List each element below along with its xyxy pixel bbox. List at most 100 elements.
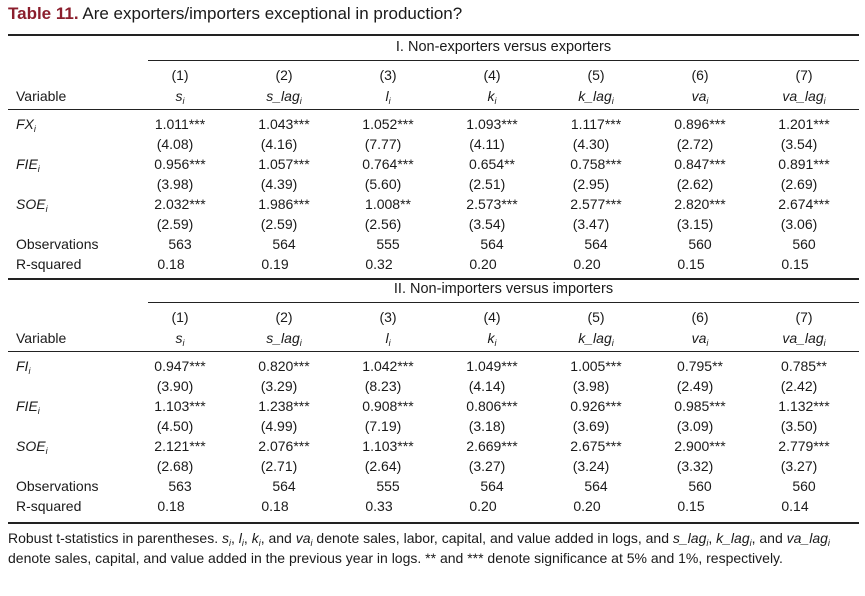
rsquared-value: 0.32: [365, 256, 393, 272]
coefficient: 1.201***: [778, 116, 830, 132]
top-rule: [8, 34, 859, 36]
column-variable: li: [333, 329, 443, 348]
t-statistic: (4.14): [468, 378, 506, 394]
column-variable-base: s: [175, 330, 183, 346]
column-variable: vai: [645, 329, 755, 348]
coefficient: 2.779***: [778, 438, 830, 454]
column-number: (7): [795, 309, 813, 325]
coefficient: 0.758***: [570, 156, 622, 172]
row-variable-subscript: i: [37, 406, 40, 416]
note-var: va_lag: [786, 530, 828, 546]
coefficient: 0.896***: [674, 116, 726, 132]
coefficient: 1.049***: [466, 358, 518, 374]
panel-heading-rule: [148, 302, 859, 303]
column-variable-subscript: i: [823, 338, 826, 348]
bottom-rule: [8, 522, 859, 524]
column-variable-base: k: [487, 88, 495, 104]
note-sub: i: [241, 538, 244, 548]
coefficient: 2.669***: [466, 438, 518, 454]
t-statistic: (5.60): [364, 176, 402, 192]
row-variable-subscript: i: [37, 164, 40, 174]
column-variable-base: va: [691, 330, 707, 346]
column-variable: k_lagi: [541, 329, 651, 348]
note-text: denote sales, labor, capital, and value …: [312, 530, 673, 546]
panel-separator-rule: [8, 278, 859, 280]
t-statistic: (3.09): [676, 418, 714, 434]
row-variable: FIEi: [16, 397, 40, 416]
coefficient: 1.008**: [365, 196, 411, 212]
note-text: ,: [231, 530, 239, 546]
column-variable: ki: [437, 329, 547, 348]
rsquared-value: 0.20: [573, 498, 601, 514]
column-variable-subscript: i: [182, 96, 185, 106]
observations-value: 555: [376, 236, 400, 252]
coefficient: 1.093***: [466, 116, 518, 132]
note-sub: i: [229, 538, 231, 548]
t-statistic: (2.68): [156, 458, 194, 474]
t-statistic: (3.90): [156, 378, 194, 394]
t-statistic: (4.30): [572, 136, 610, 152]
observations-value: 564: [272, 478, 296, 494]
table-note: Robust t-statistics in parentheses. si, …: [8, 530, 830, 566]
t-statistic: (3.32): [676, 458, 714, 474]
column-variable: va_lagi: [749, 87, 859, 106]
coefficient: 1.103***: [362, 438, 414, 454]
coefficient: 1.132***: [778, 398, 830, 414]
coefficient: 0.956***: [154, 156, 206, 172]
panel-heading-rule: [148, 60, 859, 61]
column-variable: si: [125, 87, 235, 106]
row-variable-base: FIE: [16, 156, 38, 172]
variable-header: Variable: [16, 330, 67, 346]
observations-label: Observations: [16, 478, 99, 494]
t-statistic: (8.23): [364, 378, 402, 394]
t-statistic: (2.62): [676, 176, 714, 192]
column-variable-base: s_lag: [266, 88, 300, 104]
t-statistic: (3.50): [780, 418, 818, 434]
column-number: (4): [483, 67, 501, 83]
column-variable-subscript: i: [299, 338, 302, 348]
column-variable-subscript: i: [388, 96, 391, 106]
t-statistic: (3.24): [572, 458, 610, 474]
column-variable-base: l: [385, 88, 389, 104]
coefficient: 0.891***: [778, 156, 830, 172]
coefficient: 1.005***: [570, 358, 622, 374]
coefficient: 2.675***: [570, 438, 622, 454]
rsquared-label: R-squared: [16, 498, 82, 514]
t-statistic: (2.56): [364, 216, 402, 232]
coefficient: 0.795**: [677, 358, 723, 374]
t-statistic: (3.98): [156, 176, 194, 192]
row-variable: FIi: [16, 357, 30, 376]
panel-heading: II. Non-importers versus importers: [393, 281, 614, 297]
t-statistic: (2.51): [468, 176, 506, 192]
row-variable: FXi: [16, 115, 36, 134]
coefficient: 0.654**: [469, 156, 515, 172]
t-statistic: (3.29): [260, 378, 298, 394]
t-statistic: (4.39): [260, 176, 298, 192]
t-statistic: (2.64): [364, 458, 402, 474]
t-statistic: (3.15): [676, 216, 714, 232]
rsquared-value: 0.15: [677, 256, 705, 272]
row-variable: FIEi: [16, 155, 40, 174]
column-number: (3): [379, 67, 397, 83]
observations-value: 560: [688, 478, 712, 494]
coefficient: 0.908***: [362, 398, 414, 414]
note-text: ,: [243, 530, 252, 546]
rsquared-value: 0.15: [677, 498, 705, 514]
rsquared-value: 0.19: [261, 256, 289, 272]
column-number: (2): [275, 309, 293, 325]
observations-value: 560: [792, 478, 816, 494]
row-variable-base: SOE: [16, 196, 46, 212]
t-statistic: (3.98): [572, 378, 610, 394]
rsquared-value: 0.33: [365, 498, 393, 514]
column-number: (6): [691, 309, 709, 325]
row-variable-base: SOE: [16, 438, 46, 454]
coefficient: 0.785**: [781, 358, 827, 374]
coefficient: 0.847***: [674, 156, 726, 172]
t-statistic: (3.18): [468, 418, 506, 434]
column-number: (4): [483, 309, 501, 325]
column-variable-base: va_lag: [782, 330, 824, 346]
note-var: s: [222, 530, 229, 546]
rsquared-value: 0.20: [469, 498, 497, 514]
coefficient: 0.764***: [362, 156, 414, 172]
